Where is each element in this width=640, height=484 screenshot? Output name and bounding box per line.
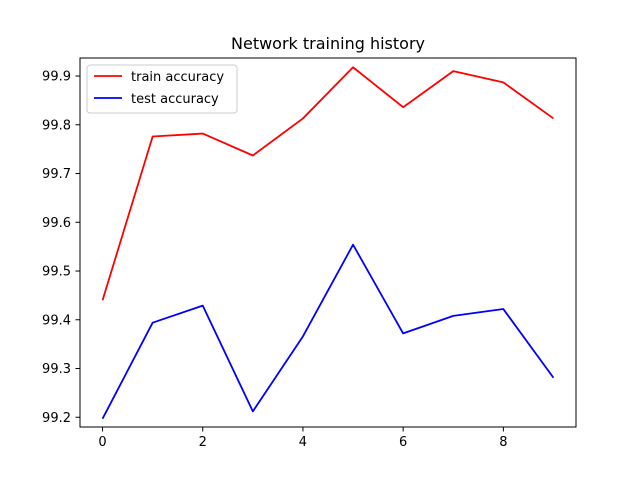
legend: train accuracy test accuracy <box>86 64 238 114</box>
legend-label-train-accuracy: train accuracy <box>131 70 224 85</box>
y-axis: 99.2 99.3 99.4 99.5 99.6 99.7 99.8 99.9 <box>42 70 80 426</box>
y-tick-label: 99.4 <box>42 313 71 328</box>
series-line-test-accuracy <box>101 243 555 420</box>
y-tick-label: 99.3 <box>42 362 71 377</box>
legend-label-test-accuracy: test accuracy <box>131 92 219 107</box>
series-layer <box>101 66 555 420</box>
chart-title: Network training history <box>231 34 425 53</box>
x-tick-label: 6 <box>399 435 407 450</box>
x-tick-label: 4 <box>299 435 307 450</box>
y-tick-label: 99.6 <box>42 216 71 231</box>
x-tick-label: 0 <box>98 435 106 450</box>
x-axis: 0 2 4 6 8 <box>98 427 507 450</box>
y-tick-label: 99.8 <box>42 118 71 133</box>
legend-box <box>86 64 238 114</box>
y-tick-label: 99.5 <box>42 265 71 280</box>
x-tick-label: 2 <box>199 435 207 450</box>
series-line-train-accuracy <box>101 66 554 301</box>
plot-area-frame <box>79 57 577 428</box>
y-tick-label: 99.7 <box>42 167 71 182</box>
y-tick-label: 99.2 <box>42 411 71 426</box>
y-tick-label: 99.9 <box>42 70 71 85</box>
x-tick-label: 8 <box>499 435 507 450</box>
